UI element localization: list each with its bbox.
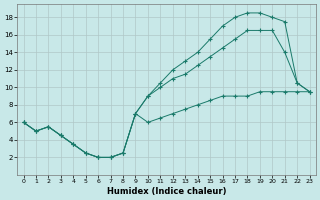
X-axis label: Humidex (Indice chaleur): Humidex (Indice chaleur)	[107, 187, 226, 196]
